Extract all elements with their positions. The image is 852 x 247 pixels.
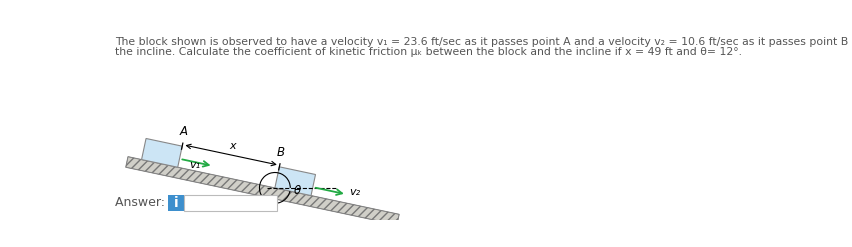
Text: i: i <box>174 196 178 210</box>
Text: v₁: v₁ <box>189 160 200 170</box>
Polygon shape <box>125 157 399 225</box>
FancyBboxPatch shape <box>184 195 276 211</box>
Text: x: x <box>229 141 236 151</box>
Text: v₂: v₂ <box>348 187 360 197</box>
Text: θ: θ <box>294 184 301 197</box>
Text: The block shown is observed to have a velocity v₁ = 23.6 ft/sec as it passes poi: The block shown is observed to have a ve… <box>115 37 852 47</box>
Polygon shape <box>141 139 182 167</box>
FancyBboxPatch shape <box>168 195 184 211</box>
Text: B: B <box>277 146 285 159</box>
Text: Answer: μₖ =: Answer: μₖ = <box>115 196 197 209</box>
Text: the incline. Calculate the coefficient of kinetic friction μₖ between the block : the incline. Calculate the coefficient o… <box>115 47 741 57</box>
Polygon shape <box>274 167 315 196</box>
Text: A: A <box>180 125 187 139</box>
